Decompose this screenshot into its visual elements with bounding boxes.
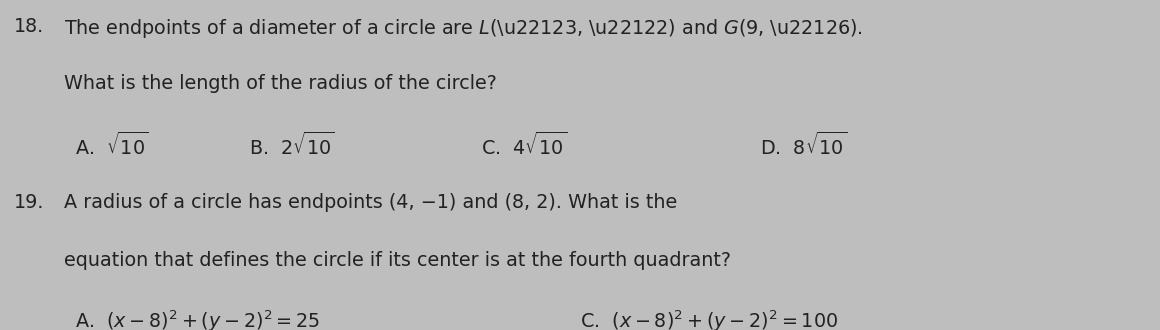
Text: C.  $4\sqrt{10}$: C. $4\sqrt{10}$ <box>481 132 567 159</box>
Text: A.  $(x-8)^2+(y-2)^2=25$: A. $(x-8)^2+(y-2)^2=25$ <box>75 309 320 330</box>
Text: B.  $2\sqrt{10}$: B. $2\sqrt{10}$ <box>249 132 335 159</box>
Text: A radius of a circle has endpoints (4, −1) and (8, 2). What is the: A radius of a circle has endpoints (4, −… <box>64 193 677 212</box>
Text: What is the length of the radius of the circle?: What is the length of the radius of the … <box>64 74 496 93</box>
Text: C.  $(x-8)^2+(y-2)^2=100$: C. $(x-8)^2+(y-2)^2=100$ <box>580 309 838 330</box>
Text: The endpoints of a diameter of a circle are $L$(\u22123, \u22122) and $G$(9, \u2: The endpoints of a diameter of a circle … <box>64 16 863 40</box>
Text: 19.: 19. <box>14 193 44 212</box>
Text: equation that defines the circle if its center is at the fourth quadrant?: equation that defines the circle if its … <box>64 251 731 270</box>
Text: A.  $\sqrt{10}$: A. $\sqrt{10}$ <box>75 132 150 159</box>
Text: 18.: 18. <box>14 16 44 36</box>
Text: D.  $8\sqrt{10}$: D. $8\sqrt{10}$ <box>760 132 847 159</box>
